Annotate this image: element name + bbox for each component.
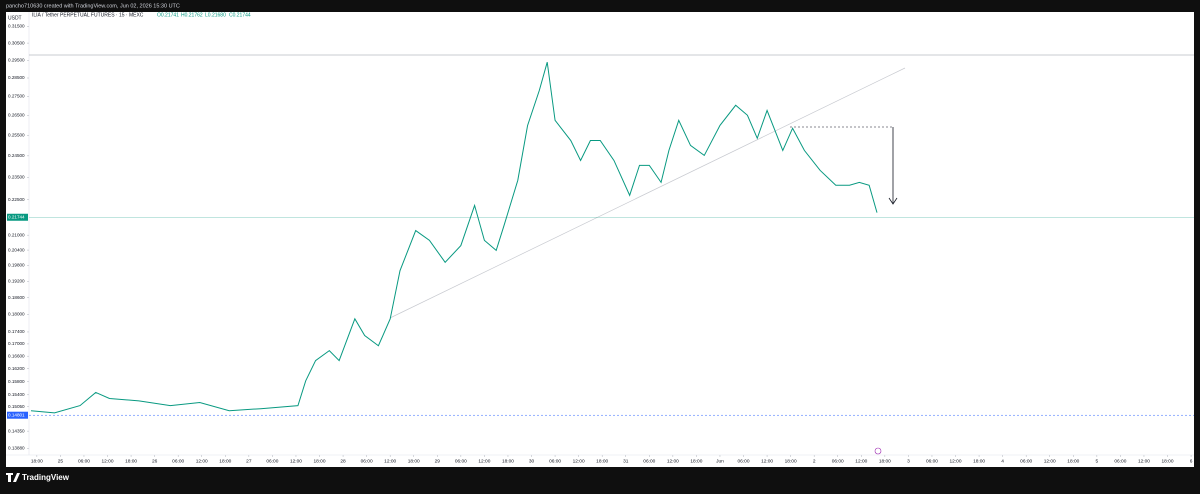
measure-arrow-head bbox=[888, 197, 898, 205]
x-tick-label: 06:00 bbox=[266, 458, 278, 464]
y-tick-label: 0.29500 bbox=[8, 57, 25, 62]
y-tick-label: 0.15050 bbox=[8, 404, 25, 409]
x-tick-label: 12:00 bbox=[478, 458, 490, 464]
ohlc-value: L0.21680 bbox=[205, 12, 226, 18]
x-tick-label: 27 bbox=[246, 458, 252, 464]
y-tick-label: 0.14350 bbox=[8, 428, 25, 433]
ohlc-value: H0.21762 bbox=[181, 12, 203, 18]
x-tick-label: 18:00 bbox=[125, 458, 137, 464]
x-tick-label: 3 bbox=[907, 458, 910, 464]
y-tick-label: 0.24500 bbox=[8, 153, 25, 158]
x-tick-label: 06:00 bbox=[172, 458, 184, 464]
x-tick-label: 18:00 bbox=[502, 458, 514, 464]
x-tick-label: 18:00 bbox=[785, 458, 797, 464]
y-tick-label: 0.22500 bbox=[8, 197, 25, 202]
x-tick-label: 06:00 bbox=[361, 458, 373, 464]
currency: USDT bbox=[8, 15, 22, 21]
price-marker-box bbox=[7, 411, 28, 419]
x-tick-label: 26 bbox=[152, 458, 158, 464]
x-tick-label: 12:00 bbox=[855, 458, 867, 464]
y-tick-label: 0.16600 bbox=[8, 353, 25, 358]
chart-title: ILIA / Tether PERPETUAL FUTURES · 15 · M… bbox=[32, 12, 144, 18]
y-tick-label: 0.13880 bbox=[8, 446, 25, 451]
x-tick-label: 06:00 bbox=[1114, 458, 1126, 464]
y-tick-label: 0.21000 bbox=[8, 232, 25, 237]
x-tick-label: 5 bbox=[1096, 458, 1099, 464]
x-tick-label: 06:00 bbox=[549, 458, 561, 464]
y-tick-label: 0.27500 bbox=[8, 94, 25, 99]
x-tick-label: 12:00 bbox=[667, 458, 679, 464]
y-tick-label: 0.20400 bbox=[8, 247, 25, 252]
x-tick-label: 12:00 bbox=[290, 458, 302, 464]
x-tick-label: 06:00 bbox=[78, 458, 90, 464]
x-tick-label: 28 bbox=[340, 458, 346, 464]
ohlc-value: O0.21741 bbox=[157, 12, 179, 18]
y-tick-label: 0.15400 bbox=[8, 392, 25, 397]
price-marker-label: 0.14801 bbox=[8, 412, 25, 417]
x-tick-label: 12:00 bbox=[1138, 458, 1150, 464]
y-tick-label: 0.15800 bbox=[8, 379, 25, 384]
footer bbox=[0, 467, 1200, 489]
x-tick-label: 06:00 bbox=[926, 458, 938, 464]
x-tick-label: 30 bbox=[529, 458, 535, 464]
trend-line bbox=[389, 67, 906, 319]
x-tick-label: 6 bbox=[1190, 458, 1193, 464]
x-tick-label: 06:00 bbox=[455, 458, 467, 464]
y-tick-label: 0.19800 bbox=[8, 263, 25, 268]
y-tick-label: 0.23500 bbox=[8, 175, 25, 180]
x-tick-label: 29 bbox=[435, 458, 441, 464]
x-tick-label: 06:00 bbox=[643, 458, 655, 464]
y-tick-label: 0.16200 bbox=[8, 366, 25, 371]
x-tick-label: 18:00 bbox=[408, 458, 420, 464]
y-tick-label: 0.17400 bbox=[8, 329, 25, 334]
x-tick-label: 06:00 bbox=[832, 458, 844, 464]
x-tick-label: 31 bbox=[623, 458, 629, 464]
x-tick-label: 18:00 bbox=[973, 458, 985, 464]
y-tick-label: 0.17000 bbox=[8, 341, 25, 346]
y-tick-label: 0.19200 bbox=[8, 279, 25, 284]
x-tick-label: 12:00 bbox=[384, 458, 396, 464]
brand: TradingView bbox=[22, 473, 70, 482]
x-tick-label: 12:00 bbox=[573, 458, 585, 464]
x-tick-label: Jun bbox=[716, 458, 724, 464]
price-marker-box bbox=[7, 213, 28, 221]
y-tick-label: 0.31500 bbox=[8, 24, 25, 29]
y-tick-label: 0.26500 bbox=[8, 113, 25, 118]
x-tick-label: 18:00 bbox=[879, 458, 891, 464]
x-tick-label: 18:00 bbox=[1162, 458, 1174, 464]
price-line bbox=[30, 62, 878, 414]
x-tick-label: 2 bbox=[813, 458, 816, 464]
y-tick-label: 0.30500 bbox=[8, 40, 25, 45]
header: pancho710630 created with TradingView.co… bbox=[6, 3, 180, 9]
x-tick-label: 18:00 bbox=[314, 458, 326, 464]
y-tick-label: 0.28500 bbox=[8, 75, 25, 80]
logo-icon bbox=[6, 473, 20, 482]
x-tick-label: 18:00 bbox=[690, 458, 702, 464]
event-marker bbox=[874, 447, 882, 455]
price-marker-label: 0.21744 bbox=[8, 214, 25, 219]
x-tick-label: 18:00 bbox=[1067, 458, 1079, 464]
x-tick-label: 06:00 bbox=[1020, 458, 1032, 464]
x-tick-label: 12:00 bbox=[950, 458, 962, 464]
y-tick-label: 0.25500 bbox=[8, 132, 25, 137]
chart-area bbox=[6, 12, 1194, 467]
x-tick-label: 12:00 bbox=[102, 458, 114, 464]
x-tick-label: 12:00 bbox=[761, 458, 773, 464]
x-tick-label: 06:00 bbox=[738, 458, 750, 464]
x-tick-label: 18:00 bbox=[596, 458, 608, 464]
x-tick-label: 4 bbox=[1001, 458, 1004, 464]
x-tick-label: 18:00 bbox=[31, 458, 43, 464]
x-tick-label: 18:00 bbox=[219, 458, 231, 464]
x-tick-label: 12:00 bbox=[196, 458, 208, 464]
y-tick-label: 0.18000 bbox=[8, 312, 25, 317]
x-tick-label: 12:00 bbox=[1044, 458, 1056, 464]
ohlc-value: C0.21744 bbox=[229, 12, 251, 18]
x-tick-label: 25 bbox=[58, 458, 64, 464]
y-tick-label: 0.18600 bbox=[8, 295, 25, 300]
